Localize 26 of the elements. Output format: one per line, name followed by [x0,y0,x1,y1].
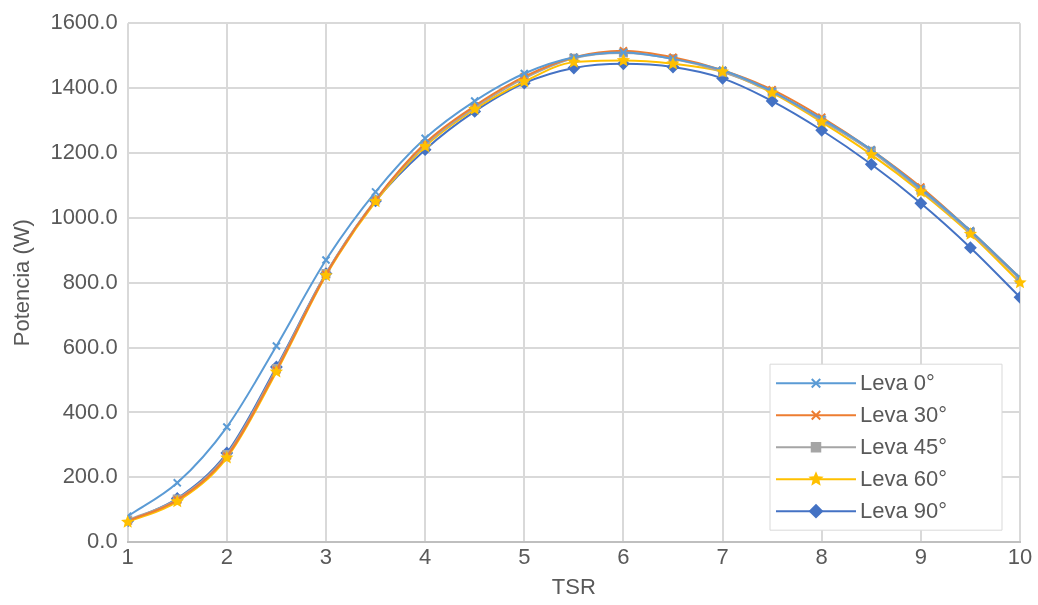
x-tick-label: 9 [914,544,927,570]
y-tick-label: 0.0 [87,528,118,554]
x-axis-title: TSR [551,573,596,599]
y-tick-label: 600.0 [62,333,118,359]
legend-label: Leva 30° [860,402,948,428]
legend-label: Leva 90° [860,498,948,524]
legend-label: Leva 45° [860,434,948,460]
legend-label: Leva 0° [860,370,935,396]
x-tick-label: 3 [319,544,333,570]
x-tick-label: 6 [617,544,630,570]
x-tick-label: 8 [815,544,828,570]
x-tick-label: 4 [419,544,432,570]
x-tick-label: 1 [121,544,134,570]
y-axis-title: Potencia (W) [9,219,35,347]
legend-label: Leva 60° [860,466,948,492]
y-tick-label: 800.0 [62,268,118,294]
y-tick-label: 200.0 [62,463,118,489]
x-tick-label: 5 [518,544,531,570]
y-tick-label: 1200.0 [50,139,118,165]
y-tick-label: 1600.0 [50,9,118,35]
x-tick-label: 2 [220,544,233,570]
y-tick-label: 400.0 [62,398,118,424]
x-tick-label: 7 [716,544,729,570]
y-tick-label: 1000.0 [50,203,118,229]
x-tick-label: 10 [1007,544,1033,570]
y-tick-label: 1400.0 [50,74,118,100]
